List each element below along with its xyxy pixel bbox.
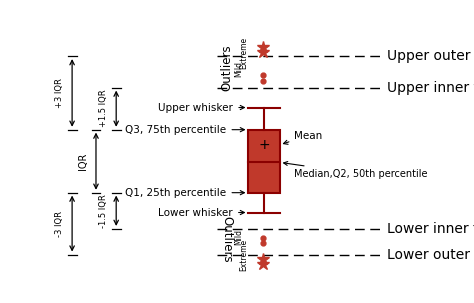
Text: Upper whisker: Upper whisker: [158, 102, 245, 112]
Bar: [248, 130, 280, 193]
Text: Q3, 75th percentile: Q3, 75th percentile: [125, 125, 245, 135]
Text: +: +: [258, 138, 270, 152]
Text: Extreme: Extreme: [239, 238, 248, 271]
Text: Lower inner fence: Lower inner fence: [387, 222, 474, 236]
Text: Mild: Mild: [234, 61, 243, 77]
Text: Outliers: Outliers: [220, 216, 233, 263]
Text: Extreme: Extreme: [239, 37, 248, 69]
Text: Mean: Mean: [283, 131, 323, 144]
Text: Lower whisker: Lower whisker: [158, 208, 245, 218]
Text: Lower outer fence: Lower outer fence: [387, 248, 474, 261]
Text: Upper outer fence: Upper outer fence: [387, 49, 474, 63]
Text: Upper inner fence: Upper inner fence: [387, 81, 474, 95]
Text: Q1, 25th percentile: Q1, 25th percentile: [125, 188, 245, 198]
Text: Outliers: Outliers: [220, 45, 233, 91]
Text: -1.5 IQR: -1.5 IQR: [99, 194, 108, 228]
Text: -3 IQR: -3 IQR: [55, 211, 64, 237]
Text: IQR: IQR: [78, 152, 88, 170]
Text: +1.5 IQR: +1.5 IQR: [99, 90, 108, 128]
Text: Median,Q2, 50th percentile: Median,Q2, 50th percentile: [283, 161, 428, 179]
Text: Mild: Mild: [234, 229, 243, 245]
Text: +3 IQR: +3 IQR: [55, 78, 64, 108]
